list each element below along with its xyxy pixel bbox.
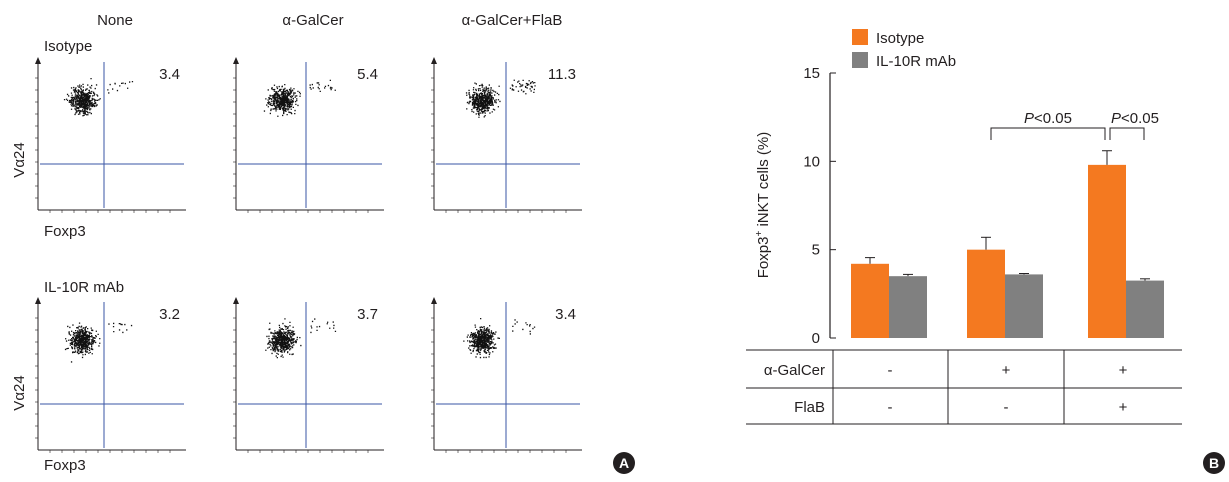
row-label-il10r: IL-10R mAb xyxy=(44,279,124,296)
flow-panel: None α-GalCer α-GalCer+FlaB Isotype IL-1… xyxy=(11,12,635,474)
table-cell: + xyxy=(1119,399,1128,416)
plot-y-arrow xyxy=(35,297,41,304)
column-label-none: None xyxy=(97,12,133,29)
event-dots xyxy=(463,318,536,359)
bar-isotype xyxy=(851,263,889,338)
significance-label-1: P<0.05 xyxy=(1024,110,1072,127)
dot-plot: 3.4 xyxy=(35,57,186,213)
x-axis-label-bottom: Foxp3 xyxy=(44,457,86,474)
plot-y-arrow xyxy=(431,297,437,304)
y-tick-label: 0 xyxy=(812,330,820,347)
plot-y-arrow xyxy=(431,57,437,64)
flow-plots: 3.4 5.4 11.3 3.2 3.7 3.4 xyxy=(35,57,582,453)
table-row-label-flab: FlaB xyxy=(794,399,825,416)
y-axis-title-main: Foxp3 xyxy=(755,237,772,279)
sig1-rest: <0.05 xyxy=(1034,110,1072,127)
table-cell: + xyxy=(1119,362,1128,379)
bracket-isotype-vs-il10r xyxy=(1109,127,1145,140)
dot-plot: 3.4 xyxy=(431,297,582,453)
dot-plot: 3.7 xyxy=(233,297,384,453)
gate-percentage: 3.4 xyxy=(555,306,576,323)
bar-il10r xyxy=(889,276,927,338)
y-tick-label: 5 xyxy=(812,242,820,259)
bar-il10r xyxy=(1126,280,1164,338)
y-axis-title-sup: + xyxy=(754,231,765,237)
legend: Isotype IL-10R mAb xyxy=(852,29,956,70)
panel-b-badge: B xyxy=(1203,452,1225,474)
plot-y-arrow xyxy=(233,57,239,64)
significance-brackets: P<0.05 P<0.05 xyxy=(990,110,1159,140)
treatment-table: α-GalCer - + + FlaB - - + xyxy=(746,349,1182,425)
bar-isotype xyxy=(967,249,1005,338)
table-cell: - xyxy=(888,399,893,416)
panel-a-badge-label: A xyxy=(619,455,629,471)
plot-y-arrow xyxy=(35,57,41,64)
y-axis-label-top: Vα24 xyxy=(11,142,28,177)
panel-b-badge-label: B xyxy=(1209,455,1219,471)
significance-label-2: P<0.05 xyxy=(1111,110,1159,127)
table-cell: - xyxy=(1004,399,1009,416)
y-axis-title: Foxp3+ iNKT cells (%) xyxy=(754,132,772,278)
gate-percentage: 5.4 xyxy=(357,66,378,83)
y-axis-title-rest: iNKT cells (%) xyxy=(755,132,772,231)
dot-plot: 3.2 xyxy=(35,297,186,453)
y-tick-label: 10 xyxy=(803,153,820,170)
dot-plot: 11.3 xyxy=(431,57,582,213)
bars xyxy=(851,150,1164,338)
y-tick-label: 15 xyxy=(803,65,820,82)
legend-label-il10r: IL-10R mAb xyxy=(876,53,956,70)
table-cell: + xyxy=(1002,362,1011,379)
column-label-agalcer: α-GalCer xyxy=(282,12,343,29)
event-dots xyxy=(265,318,337,359)
plot-y-arrow xyxy=(233,297,239,304)
gate-percentage: 3.2 xyxy=(159,306,180,323)
event-dots xyxy=(465,79,536,118)
y-ticks: 0 5 10 15 xyxy=(803,65,836,347)
panel-b-badge-circle xyxy=(1203,452,1225,474)
sig2-p: P xyxy=(1111,110,1121,127)
event-dots xyxy=(64,322,133,363)
legend-swatch-isotype xyxy=(852,29,868,45)
legend-label-isotype: Isotype xyxy=(876,30,924,47)
event-dots xyxy=(63,78,134,117)
panel-a-badge-circle xyxy=(613,452,635,474)
column-label-agalcer-flab: α-GalCer+FlaB xyxy=(462,12,563,29)
bar-il10r xyxy=(1005,274,1043,338)
x-axis-label-top: Foxp3 xyxy=(44,223,86,240)
sig1-p: P xyxy=(1024,110,1034,127)
gate-percentage: 11.3 xyxy=(548,66,576,83)
gate-percentage: 3.7 xyxy=(357,306,378,323)
sig2-rest: <0.05 xyxy=(1121,110,1159,127)
table-cell: - xyxy=(888,362,893,379)
bar-isotype xyxy=(1088,164,1126,338)
legend-swatch-il10r xyxy=(852,52,868,68)
gate-percentage: 3.4 xyxy=(159,66,180,83)
bracket-agalcer-vs-flab xyxy=(990,127,1106,140)
event-dots xyxy=(263,79,336,117)
table-row-label-agalcer: α-GalCer xyxy=(764,362,825,379)
dot-plot: 5.4 xyxy=(233,57,384,213)
panel-a-badge: A xyxy=(613,452,635,474)
row-label-isotype: Isotype xyxy=(44,38,92,55)
y-axis-label-bottom: Vα24 xyxy=(11,375,28,410)
